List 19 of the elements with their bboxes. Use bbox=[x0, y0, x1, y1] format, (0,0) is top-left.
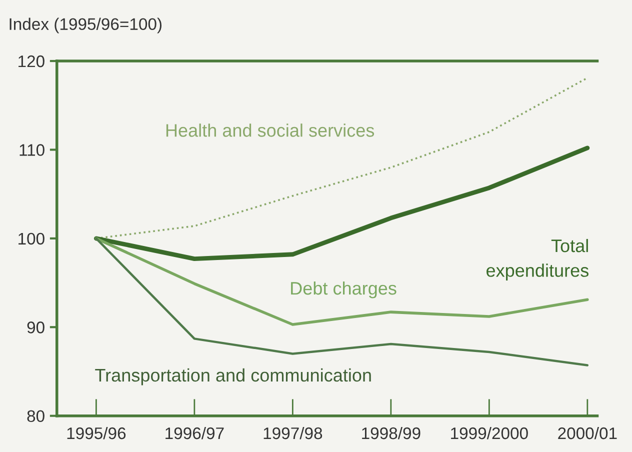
x-tick-label: 1997/98 bbox=[264, 426, 322, 440]
series-label: Transportation and communication bbox=[95, 368, 371, 386]
y-tick-label: 90 bbox=[27, 322, 44, 334]
x-tick-label: 2000/01 bbox=[558, 426, 617, 440]
y-tick-label: 80 bbox=[27, 410, 44, 422]
y-tick-label: 110 bbox=[20, 144, 44, 156]
x-tick-label: 1996/97 bbox=[166, 426, 224, 440]
series-label: Health and social services bbox=[166, 124, 374, 137]
line-series bbox=[95, 237, 589, 366]
series-label: Debt charges bbox=[291, 281, 396, 298]
y-axis-title: Index (1995/96=100) bbox=[10, 18, 162, 34]
y-tick-label: 100 bbox=[18, 232, 44, 245]
line-series bbox=[94, 237, 589, 326]
y-tick-label: 120 bbox=[18, 55, 44, 68]
x-tick-label: 1998/99 bbox=[362, 426, 420, 440]
line-series bbox=[94, 146, 590, 262]
x-tick-label: 1995/96 bbox=[67, 426, 126, 440]
x-tick-label: 1999/2000 bbox=[451, 426, 528, 440]
text: Total expenditures bbox=[486, 238, 588, 280]
